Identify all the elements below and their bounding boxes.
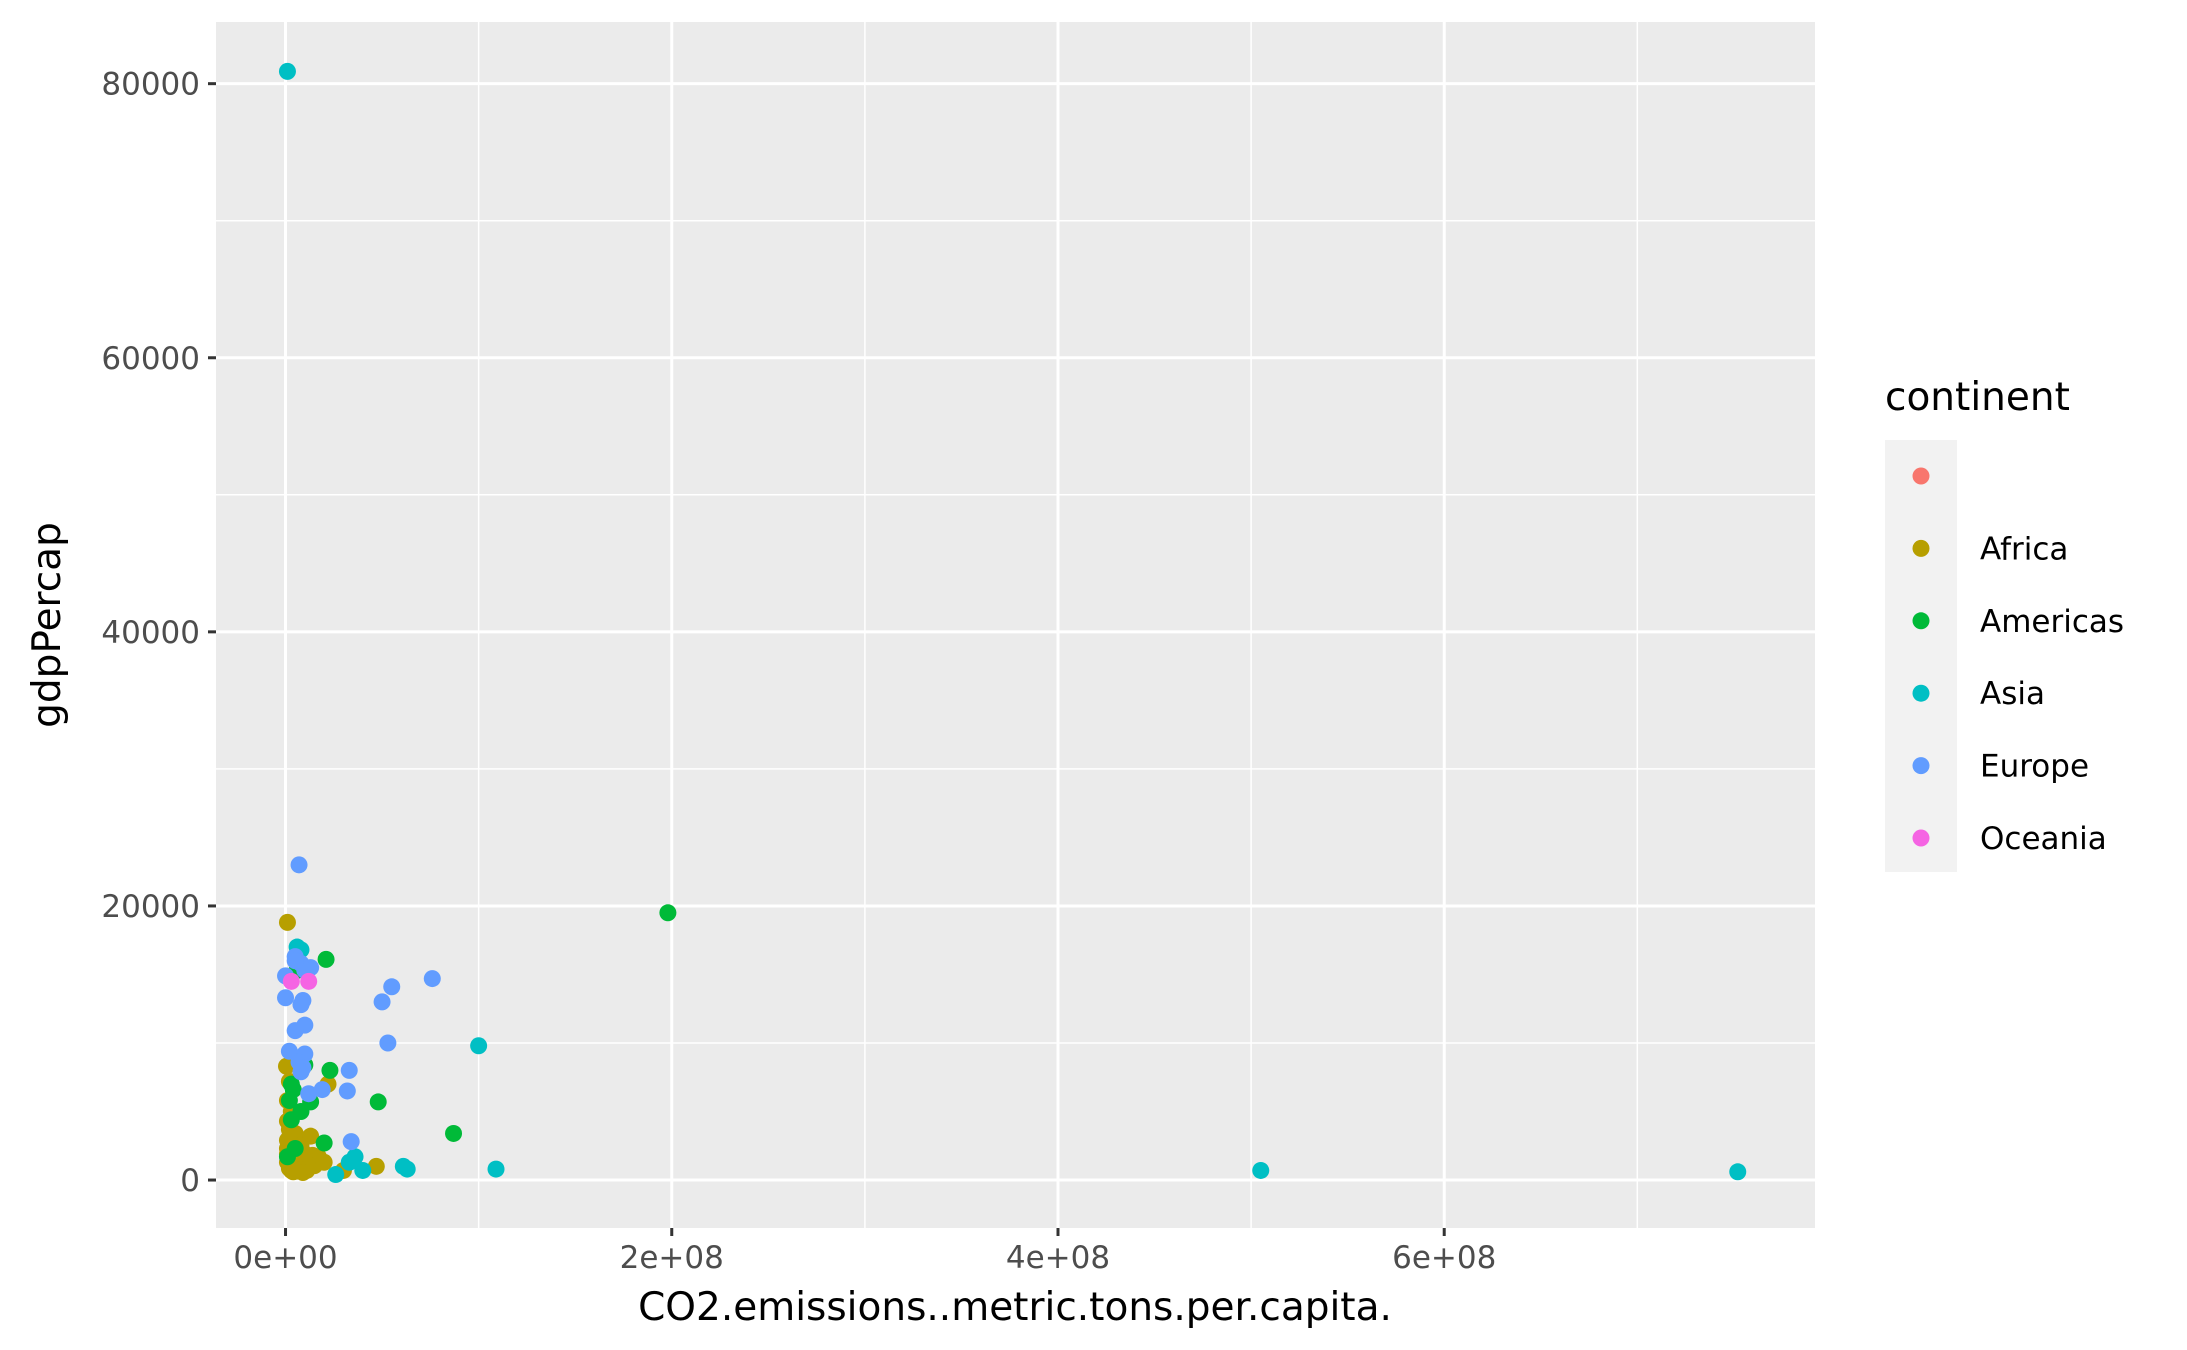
data-point (278, 62, 296, 80)
data-point (286, 1022, 304, 1040)
legend-key-dot (1912, 684, 1930, 702)
x-tick-label: 0e+00 (233, 1240, 337, 1276)
y-tick-label: 0 (180, 1163, 200, 1199)
legend-label: Europe (1980, 749, 2089, 785)
data-point (327, 1166, 345, 1184)
x-tick-label: 2e+08 (620, 1240, 724, 1276)
data-point (367, 1157, 385, 1175)
data-point (338, 1082, 356, 1100)
legend-label: Oceania (1980, 821, 2107, 857)
data-point (278, 1148, 296, 1166)
data-point (300, 1085, 318, 1103)
data-point (300, 972, 318, 990)
data-point (290, 856, 308, 874)
data-point (294, 1163, 312, 1181)
data-point (423, 970, 441, 988)
data-point (286, 952, 304, 970)
x-axis: 0e+00 2e+08 4e+08 6e+08 (233, 1228, 1496, 1276)
data-point (342, 1133, 360, 1151)
data-point (284, 1081, 302, 1099)
data-point (354, 1161, 372, 1179)
data-point (277, 989, 295, 1007)
legend-key-dot (1912, 829, 1930, 847)
legend-key-background (1885, 440, 1957, 872)
data-point (315, 1134, 333, 1152)
panel-background (216, 22, 1815, 1228)
legend: continent Africa Americas Asia Europe Oceani… (1885, 375, 2124, 872)
y-tick-label: 60000 (101, 341, 200, 377)
legend-label: Americas (1980, 604, 2124, 640)
data-point (659, 904, 677, 922)
data-point (317, 950, 335, 968)
legend-label: Africa (1980, 531, 2068, 567)
data-point (1729, 1163, 1747, 1181)
x-tick-label: 6e+08 (1392, 1240, 1496, 1276)
data-point (282, 972, 300, 990)
data-point (340, 1061, 358, 1079)
data-point (340, 1153, 358, 1171)
legend-title: continent (1885, 375, 2070, 420)
data-point (292, 1063, 310, 1081)
legend-label: Asia (1980, 676, 2045, 712)
data-point (369, 1093, 387, 1111)
data-point (379, 1034, 397, 1052)
data-point (445, 1124, 463, 1142)
data-point (321, 1061, 339, 1079)
y-tick-label: 20000 (101, 889, 200, 925)
y-tick-label: 80000 (101, 67, 200, 103)
data-point (487, 1160, 505, 1178)
major-gridlines (216, 22, 1815, 1228)
data-point (373, 993, 391, 1011)
legend-key-dot (1912, 467, 1930, 485)
data-point (315, 1153, 333, 1171)
x-tick-label: 4e+08 (1006, 1240, 1110, 1276)
y-axis-title: gdpPercap (25, 522, 70, 728)
data-point (280, 1042, 298, 1060)
data-point (383, 978, 401, 996)
data-point (313, 1081, 331, 1099)
data-point (470, 1037, 488, 1055)
data-points (277, 62, 1747, 1184)
data-point (278, 913, 296, 931)
data-point (394, 1157, 412, 1175)
data-point (282, 1111, 300, 1129)
x-axis-title: CO2.emissions..metric.tons.per.capita. (638, 1285, 1392, 1330)
legend-key-dot (1912, 539, 1930, 557)
y-axis: 0 20000 40000 60000 80000 (101, 67, 216, 1199)
data-point (1252, 1161, 1270, 1179)
y-tick-label: 40000 (101, 615, 200, 651)
data-point (292, 996, 310, 1014)
legend-key-dot (1912, 612, 1930, 630)
legend-key-dot (1912, 757, 1930, 775)
